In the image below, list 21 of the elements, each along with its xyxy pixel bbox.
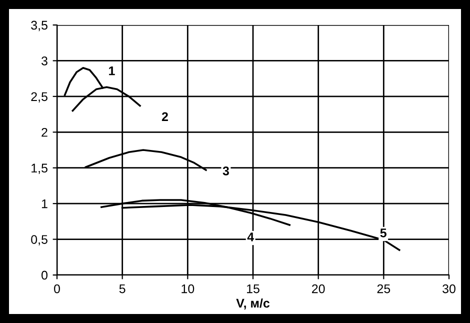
x-tick-label: 15 bbox=[247, 284, 260, 294]
series-label: 1 bbox=[109, 66, 115, 76]
y-tick-label: 3,5 bbox=[31, 20, 48, 32]
x-axis-title: V, м/с bbox=[236, 298, 270, 310]
x-tick-label: 20 bbox=[312, 284, 325, 294]
y-tick-label: 1,5 bbox=[32, 164, 48, 174]
y-tick-label: 2,5 bbox=[31, 92, 48, 103]
series-label: 3 bbox=[222, 166, 229, 176]
series-label: 4 bbox=[247, 232, 254, 242]
y-tick-label: 0 bbox=[42, 270, 48, 280]
x-tick-label: 5 bbox=[119, 284, 126, 294]
series-label: 5 bbox=[380, 228, 386, 238]
y-tick-label: 0,5 bbox=[31, 235, 48, 246]
y-tick-label: 1 bbox=[42, 200, 48, 208]
x-tick-label: 0 bbox=[54, 284, 60, 294]
series-label: 2 bbox=[162, 112, 168, 121]
x-tick-label: 10 bbox=[182, 284, 194, 294]
y-tick-label: 2 bbox=[42, 128, 48, 137]
y-tick-label: 3 bbox=[42, 56, 48, 66]
x-tick-label: 30 bbox=[442, 284, 456, 294]
x-tick-label: 25 bbox=[377, 284, 390, 294]
